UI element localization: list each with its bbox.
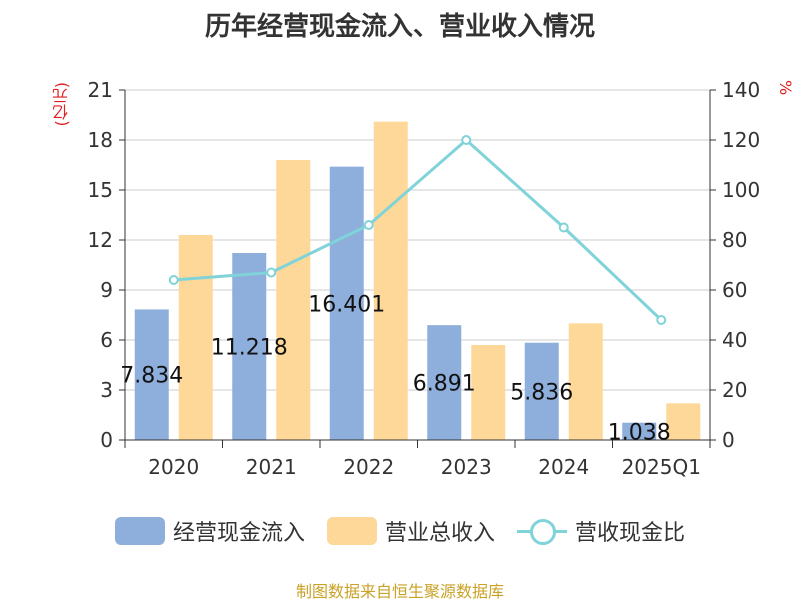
data-label-cash-inflow: 5.836 [510, 380, 573, 405]
y-right-tick-label: 20 [722, 378, 747, 402]
bar-cash-inflow [134, 309, 169, 440]
bar-cash-inflow [427, 325, 462, 440]
y-right-tick-label: 80 [722, 228, 747, 252]
data-label-cash-inflow: 16.401 [308, 292, 385, 317]
bar-revenue [373, 121, 408, 441]
legend-item-cash-inflow[interactable]: 经营现金流入 [114, 515, 305, 547]
x-tick-label: 2025Q1 [622, 455, 701, 479]
legend-label-revenue: 营业总收入 [384, 521, 495, 546]
y-right-tick-label: 0 [722, 428, 735, 452]
point-ratio [168, 275, 179, 285]
y-right-tick-label: 40 [722, 328, 747, 352]
y-left-tick-label: 18 [88, 128, 113, 152]
bar-cash-inflow [622, 422, 657, 440]
y-right-tick-label: 120 [722, 128, 760, 152]
legend-swatch-ratio [517, 517, 567, 545]
point-ratio [266, 267, 277, 278]
y-right-tick-label: 60 [722, 278, 747, 302]
y-left-tick-label: 9 [100, 278, 113, 302]
data-label-cash-inflow: 7.834 [120, 364, 183, 389]
x-tick-label: 2023 [441, 455, 492, 479]
y-left-tick-label: 21 [88, 78, 113, 102]
legend-swatch-cash-inflow [114, 517, 165, 545]
y-right-tick-label: 140 [722, 78, 760, 102]
bar-revenue [666, 403, 701, 440]
bar-cash-inflow [524, 342, 559, 440]
y-left-tick-label: 0 [100, 428, 113, 452]
bar-revenue [276, 160, 311, 440]
point-ratio [656, 315, 667, 325]
legend-label-cash-inflow: 经营现金流入 [172, 521, 305, 546]
data-label-cash-inflow: 11.218 [211, 336, 288, 361]
legend-item-ratio[interactable]: 营收现金比 [517, 515, 685, 547]
bar-revenue [471, 345, 506, 440]
legend-item-revenue[interactable]: 营业总收入 [326, 515, 495, 547]
y-right-tick-label: 100 [722, 178, 760, 202]
legend-label-ratio: 营收现金比 [575, 521, 686, 546]
x-tick-label: 2024 [538, 455, 589, 479]
x-tick-label: 2020 [148, 455, 199, 479]
legend: 经营现金流入 营业总收入 营收现金比 [0, 515, 800, 547]
bar-cash-inflow [232, 253, 267, 440]
bar-revenue [568, 323, 603, 440]
y-left-tick-label: 12 [88, 228, 113, 252]
bar-cash-inflow [329, 166, 364, 440]
y-right-axis-unit: % [776, 80, 795, 96]
chart-title: 历年经营现金流入、营业收入情况 [204, 12, 595, 42]
legend-swatch-revenue [326, 517, 377, 545]
y-left-tick-label: 3 [100, 378, 113, 402]
data-label-cash-inflow: 6.891 [413, 372, 476, 397]
line-ratio [173, 137, 663, 322]
y-left-tick-label: 6 [100, 328, 113, 352]
data-label-cash-inflow: 1.038 [608, 420, 671, 445]
bar-revenue [178, 235, 213, 440]
y-left-tick-label: 15 [88, 178, 113, 202]
source-note: 制图数据来自恒生聚源数据库 [295, 582, 504, 601]
x-tick-label: 2021 [246, 455, 297, 479]
point-ratio [558, 222, 569, 233]
point-ratio [363, 220, 374, 230]
point-ratio [461, 135, 472, 145]
x-tick-label: 2022 [343, 455, 394, 479]
